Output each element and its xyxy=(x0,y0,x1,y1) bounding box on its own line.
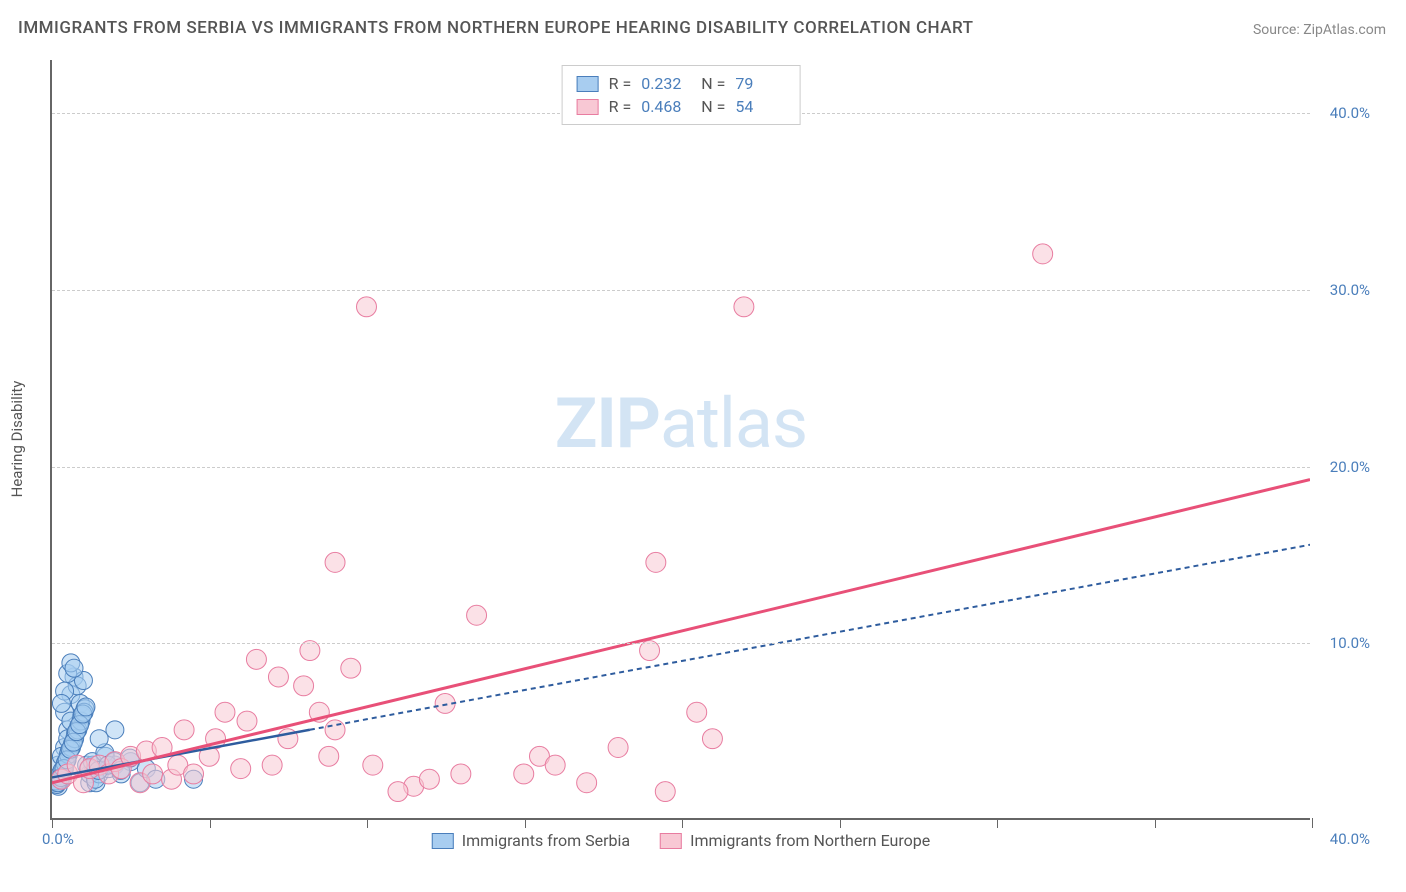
data-point xyxy=(687,702,707,722)
n-value-serbia: 79 xyxy=(735,74,785,93)
legend-stats: R = 0.232 N = 79 R = 0.468 N = 54 xyxy=(562,65,801,125)
chart-area: Hearing Disability ZIPatlas R = 0.232 N … xyxy=(50,60,1310,820)
n-label: N = xyxy=(701,97,725,116)
y-tick-label: 20.0% xyxy=(1330,458,1370,476)
data-point xyxy=(341,658,361,678)
data-point xyxy=(608,738,628,758)
x-tick xyxy=(1312,818,1313,828)
r-label: R = xyxy=(609,97,632,116)
grid-line xyxy=(52,643,1310,644)
data-point xyxy=(388,782,408,802)
x-tick xyxy=(52,818,53,828)
grid-line xyxy=(52,467,1310,468)
legend-swatch-neurope xyxy=(660,833,682,849)
legend-swatch-serbia xyxy=(577,76,599,92)
legend-item-serbia: Immigrants from Serbia xyxy=(432,831,630,850)
data-point xyxy=(1033,244,1053,264)
data-point xyxy=(184,764,204,784)
y-tick-label: 10.0% xyxy=(1330,634,1370,652)
legend-label-serbia: Immigrants from Serbia xyxy=(462,831,630,850)
x-tick xyxy=(525,818,526,828)
data-point xyxy=(262,755,282,775)
data-point xyxy=(646,552,666,572)
legend-label-neurope: Immigrants from Northern Europe xyxy=(690,831,930,850)
data-point xyxy=(319,746,339,766)
legend-stats-row: R = 0.232 N = 79 xyxy=(577,72,786,95)
data-point xyxy=(143,764,163,784)
chart-title: IMMIGRANTS FROM SERBIA VS IMMIGRANTS FRO… xyxy=(18,18,974,38)
data-point xyxy=(451,764,471,784)
source-attribution: Source: ZipAtlas.com xyxy=(1253,22,1386,38)
r-value-neurope: 0.468 xyxy=(641,97,691,116)
data-point xyxy=(77,698,95,716)
trend-line xyxy=(52,480,1310,783)
data-point xyxy=(357,297,377,317)
scatter-plot xyxy=(52,60,1310,818)
legend-stats-row: R = 0.468 N = 54 xyxy=(577,95,786,118)
x-axis-min-label: 0.0% xyxy=(42,830,74,848)
data-point xyxy=(294,676,314,696)
data-point xyxy=(65,659,83,677)
data-point xyxy=(215,702,235,722)
legend-swatch-neurope xyxy=(577,99,599,115)
y-tick-label: 40.0% xyxy=(1330,104,1370,122)
data-point xyxy=(545,755,565,775)
x-tick xyxy=(367,818,368,828)
y-axis-label: Hearing Disability xyxy=(8,381,26,498)
r-value-serbia: 0.232 xyxy=(641,74,691,93)
data-point xyxy=(237,711,257,731)
grid-line xyxy=(52,290,1310,291)
n-label: N = xyxy=(701,74,725,93)
legend-swatch-serbia xyxy=(432,833,454,849)
data-point xyxy=(467,605,487,625)
n-value-neurope: 54 xyxy=(735,97,785,116)
legend-item-neurope: Immigrants from Northern Europe xyxy=(660,831,930,850)
data-point xyxy=(514,764,534,784)
data-point xyxy=(655,782,675,802)
data-point xyxy=(577,773,597,793)
x-axis-max-label: 40.0% xyxy=(1330,830,1370,848)
data-point xyxy=(419,769,439,789)
data-point xyxy=(174,720,194,740)
data-point xyxy=(268,667,288,687)
data-point xyxy=(231,759,251,779)
data-point xyxy=(246,649,266,669)
r-label: R = xyxy=(609,74,632,93)
y-tick-label: 30.0% xyxy=(1330,281,1370,299)
data-point xyxy=(52,694,70,712)
data-point xyxy=(325,720,345,740)
data-point xyxy=(90,730,108,748)
x-tick xyxy=(840,818,841,828)
data-point xyxy=(106,721,124,739)
data-point xyxy=(702,729,722,749)
data-point xyxy=(734,297,754,317)
x-tick xyxy=(682,818,683,828)
x-tick xyxy=(997,818,998,828)
x-tick xyxy=(1155,818,1156,828)
legend-series: Immigrants from Serbia Immigrants from N… xyxy=(432,831,930,850)
data-point xyxy=(363,755,383,775)
data-point xyxy=(325,552,345,572)
trend-line-extrapolated xyxy=(310,545,1310,730)
x-tick xyxy=(210,818,211,828)
